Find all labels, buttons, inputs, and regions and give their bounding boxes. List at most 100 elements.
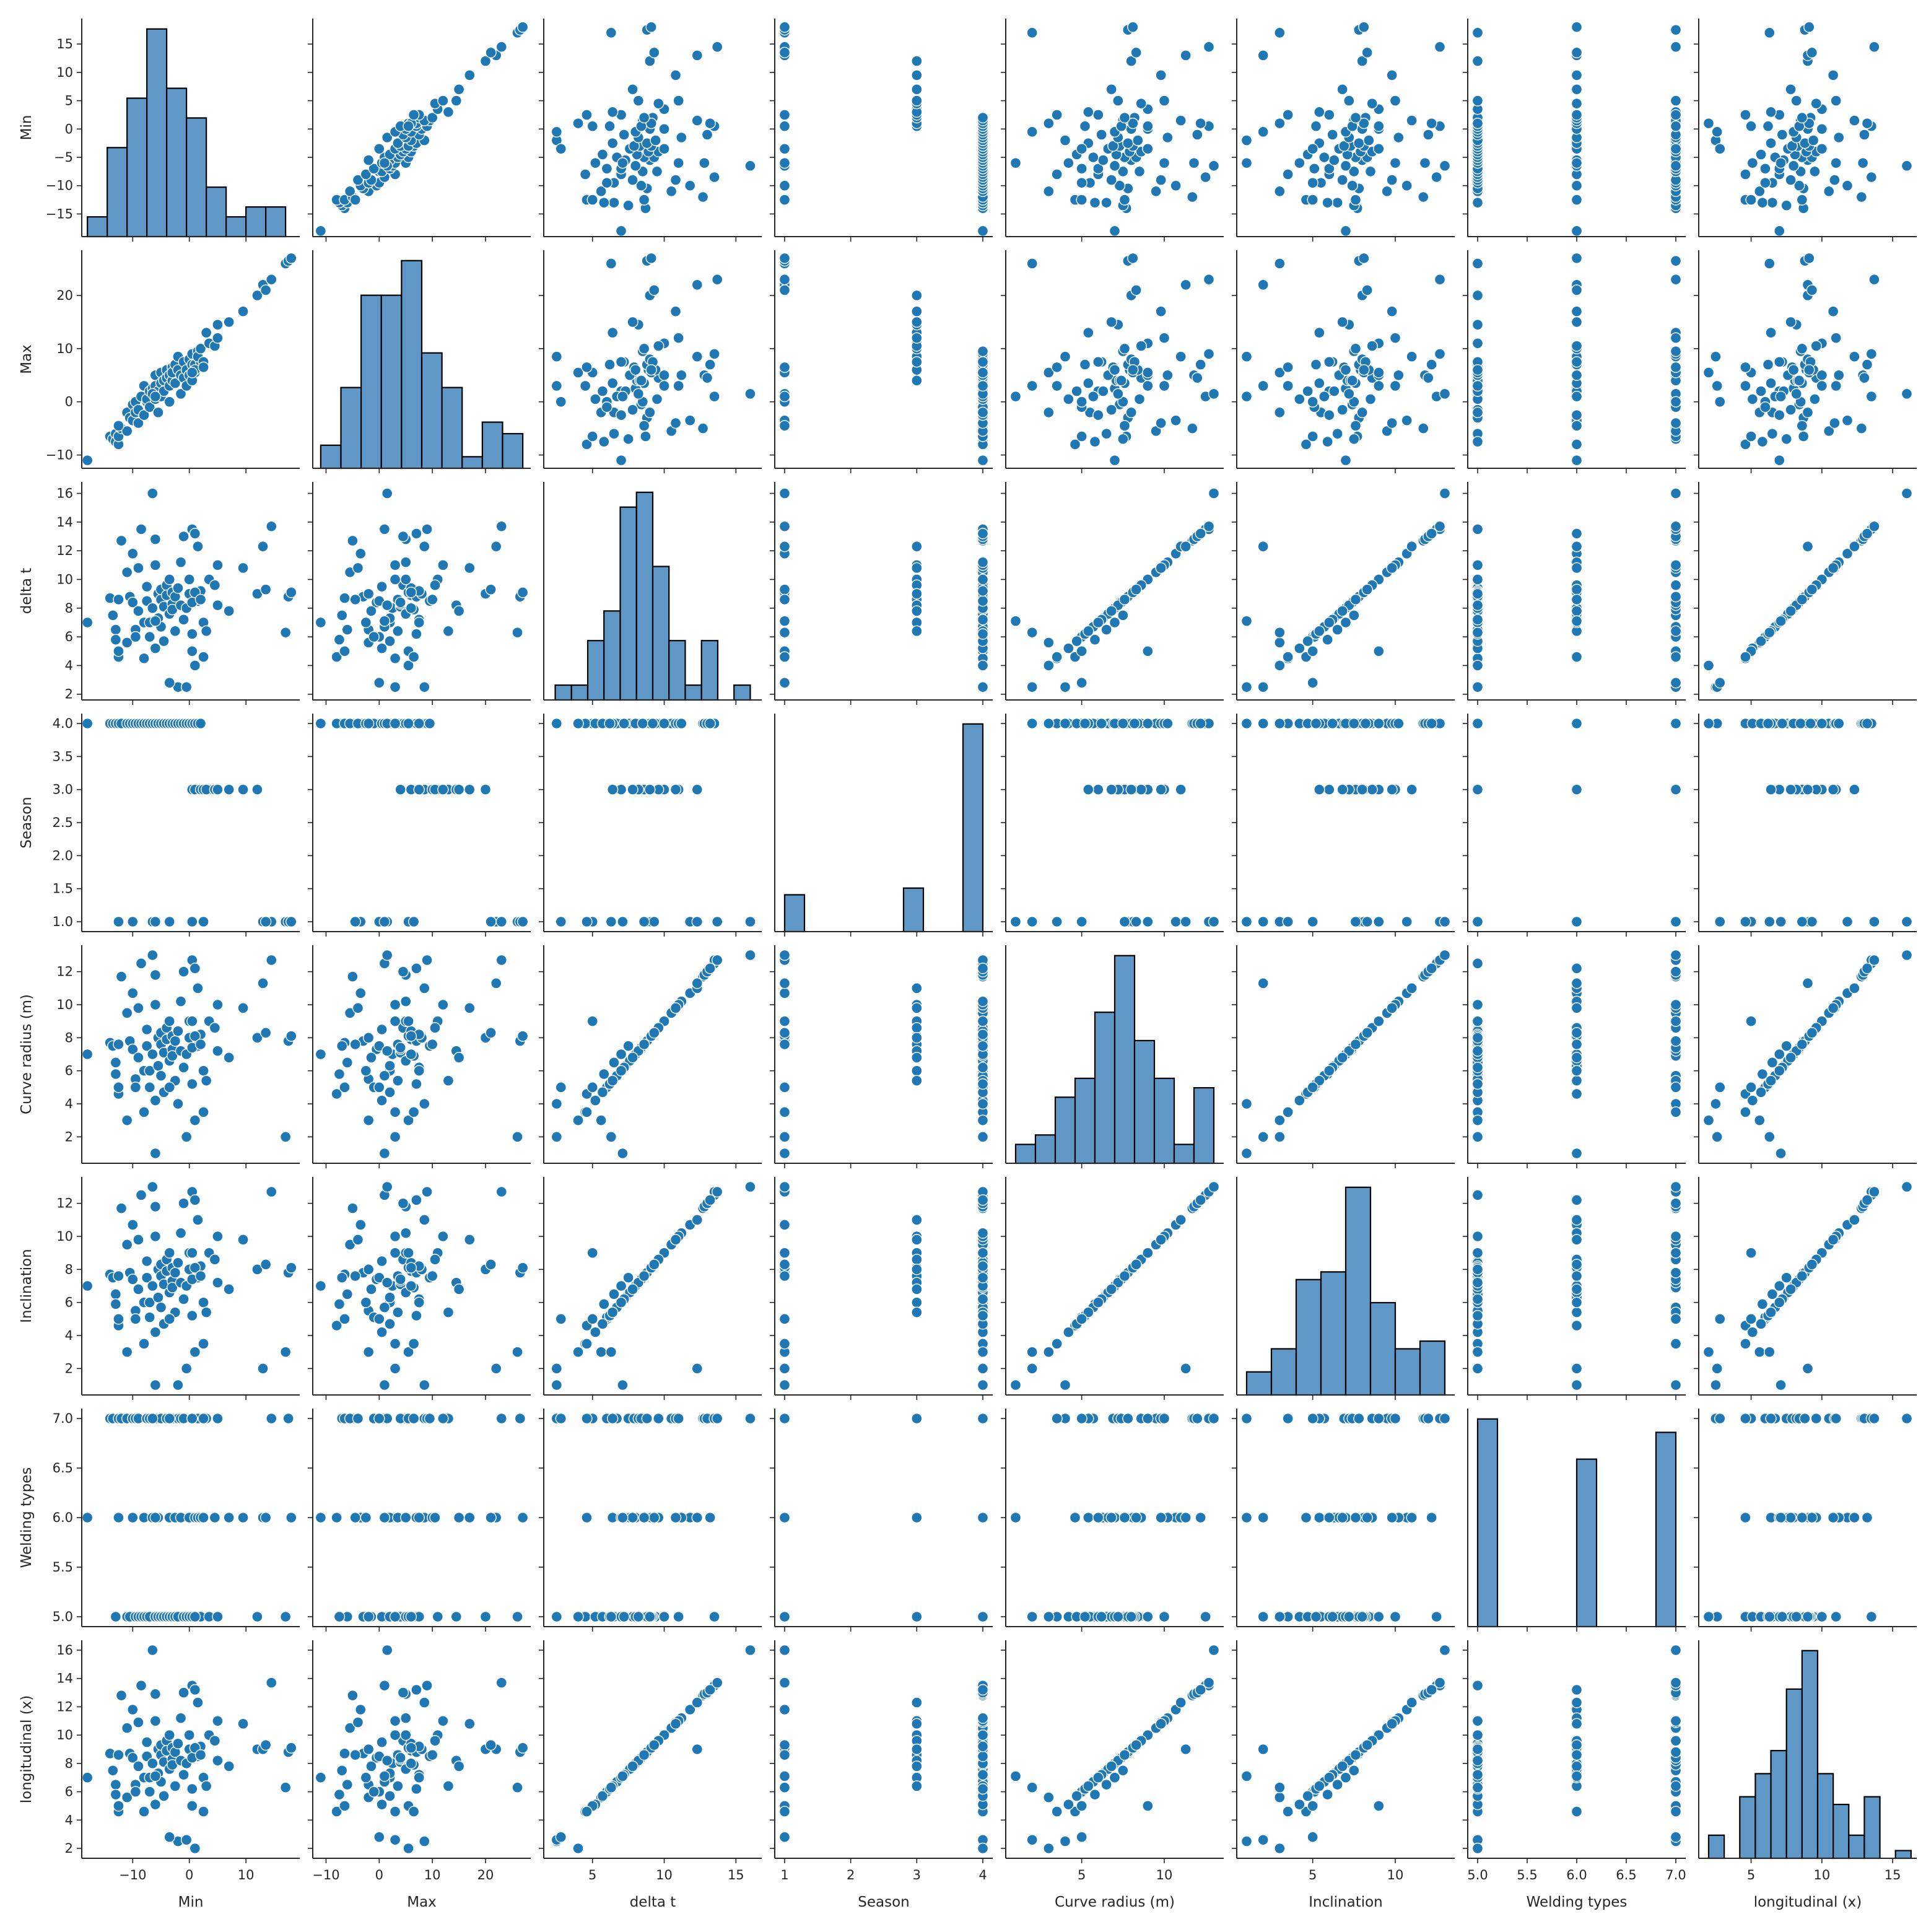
scatter-point xyxy=(113,1313,124,1325)
scatter-point xyxy=(1240,615,1253,627)
histogram-bar xyxy=(1270,1348,1297,1396)
scatter-point xyxy=(1785,1511,1797,1524)
scatter-point xyxy=(426,1270,438,1282)
scatter-point xyxy=(977,528,989,540)
scatter-point xyxy=(389,559,401,571)
scatter-point xyxy=(339,592,351,604)
scatter-point xyxy=(149,1095,162,1106)
scatter-point xyxy=(604,120,616,132)
scatter-point xyxy=(1471,55,1484,67)
scatter-point xyxy=(411,1309,422,1322)
scatter-point xyxy=(1257,279,1269,291)
panel-min-vs-longitudinal-x xyxy=(1694,19,1917,242)
scatter-point xyxy=(1340,160,1352,172)
scatter-point xyxy=(1328,385,1340,397)
scatter-point xyxy=(368,631,380,643)
scatter-point xyxy=(1571,109,1583,121)
scatter-point xyxy=(1471,1264,1484,1275)
scatter-point xyxy=(778,584,791,595)
scatter-point xyxy=(1833,131,1845,144)
scatter-point xyxy=(778,977,791,989)
scatter-point xyxy=(378,615,391,627)
y-axis-label: Inclination xyxy=(19,1249,35,1323)
scatter-point xyxy=(1785,84,1797,95)
scatter-point xyxy=(1294,393,1305,405)
scatter-point xyxy=(911,1214,923,1226)
scatter-point xyxy=(1009,916,1022,928)
scatter-point xyxy=(381,487,393,499)
scatter-point xyxy=(397,1197,409,1209)
y-tick-label: 4 xyxy=(65,1328,73,1343)
scatter-point xyxy=(1670,41,1682,53)
scatter-point xyxy=(977,1611,989,1623)
scatter-point xyxy=(183,574,195,585)
scatter-point xyxy=(1471,916,1484,928)
scatter-point xyxy=(1257,1511,1269,1524)
scatter-point xyxy=(209,1735,221,1747)
scatter-point xyxy=(149,1715,162,1727)
scatter-point xyxy=(977,1015,989,1027)
scatter-point xyxy=(1868,1412,1880,1425)
scatter-point xyxy=(1083,326,1094,339)
scatter-point xyxy=(977,1062,989,1073)
scatter-point xyxy=(389,1611,401,1623)
scatter-point xyxy=(349,593,361,606)
scatter-point xyxy=(1076,431,1087,442)
scatter-point xyxy=(586,194,598,206)
scatter-point xyxy=(1208,1412,1220,1425)
scatter-point xyxy=(127,987,139,999)
scatter-point xyxy=(778,1106,791,1118)
scatter-point xyxy=(1389,1412,1401,1425)
scatter-point xyxy=(1314,377,1325,389)
scatter-point xyxy=(349,1511,361,1524)
panel-welding-types-vs-curve-radius-m xyxy=(1001,1409,1224,1632)
histogram-bar xyxy=(461,456,483,470)
panel-min-vs-delta-t xyxy=(539,19,762,242)
panel-max-vs-curve-radius-m xyxy=(1001,250,1224,473)
scatter-point xyxy=(384,1318,396,1330)
scatter-point xyxy=(333,634,346,645)
scatter-point xyxy=(1373,645,1385,657)
scatter-point xyxy=(1868,41,1880,53)
scatter-point xyxy=(141,580,153,593)
scatter-point xyxy=(1359,717,1372,730)
scatter-point xyxy=(133,562,144,574)
scatter-point xyxy=(212,784,224,795)
panel-delta-t-vs-welding-types xyxy=(1463,482,1686,705)
scatter-point xyxy=(1323,784,1335,795)
panel-max-vs-max xyxy=(312,250,531,473)
scatter-point xyxy=(627,784,638,795)
scatter-point xyxy=(495,954,507,966)
scatter-point xyxy=(673,157,684,169)
scatter-point xyxy=(1670,784,1682,795)
panel-inclination-vs-curve-radius-m xyxy=(1001,1177,1224,1400)
scatter-point xyxy=(1849,115,1860,126)
scatter-point xyxy=(1471,626,1484,639)
scatter-point xyxy=(638,1038,650,1051)
scatter-point xyxy=(1069,1511,1081,1524)
scatter-point xyxy=(1059,351,1071,362)
scatter-point xyxy=(129,631,142,643)
scatter-point xyxy=(1079,359,1091,370)
y-tick-label: 0 xyxy=(65,121,73,136)
scatter-point xyxy=(638,420,650,432)
scatter-point xyxy=(349,1270,361,1282)
histogram-bar xyxy=(146,28,168,238)
y-tick-label: −5 xyxy=(54,150,73,165)
scatter-point xyxy=(1827,69,1839,81)
scatter-point xyxy=(1901,1181,1913,1193)
scatter-point xyxy=(1314,106,1325,118)
scatter-point xyxy=(648,284,660,296)
scatter-point xyxy=(1471,999,1484,1011)
scatter-point xyxy=(1571,1147,1583,1160)
scatter-point xyxy=(1307,1412,1318,1425)
scatter-point xyxy=(1571,916,1583,928)
scatter-point xyxy=(127,1219,139,1231)
scatter-point xyxy=(1471,1062,1484,1073)
scatter-point xyxy=(673,1611,684,1623)
scatter-point xyxy=(701,129,713,141)
scatter-point xyxy=(1051,109,1063,121)
scatter-point xyxy=(1113,180,1126,191)
scatter-point xyxy=(744,160,756,172)
scatter-point xyxy=(744,1412,756,1425)
